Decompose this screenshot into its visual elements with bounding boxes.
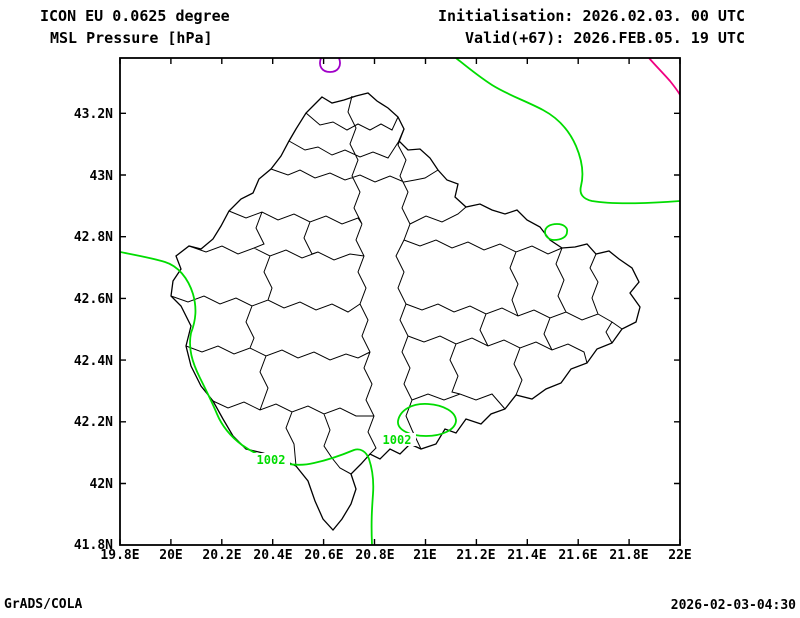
x-axis-label: 21.8E bbox=[609, 548, 648, 563]
x-axis-label: 20.2E bbox=[202, 548, 241, 563]
y-axis-label: 41.8N bbox=[74, 538, 113, 553]
y-axis-label: 43N bbox=[90, 169, 114, 184]
y-axis-label: 42N bbox=[90, 477, 114, 492]
isobar-1002-closed-low bbox=[397, 403, 457, 437]
x-axis-label: 21.4E bbox=[507, 548, 546, 563]
grads-cola-credit: GrADS/COLA bbox=[4, 597, 83, 612]
plot-area: 1002 1002 bbox=[120, 58, 680, 545]
x-axis-label: 22E bbox=[668, 548, 691, 563]
field-title: MSL Pressure [hPa] bbox=[50, 29, 213, 47]
y-axis-label: 42.6N bbox=[74, 292, 113, 307]
initialisation-time: Initialisation: 2026.02.03. 00 UTC bbox=[437, 7, 745, 25]
isobar-contours bbox=[120, 58, 680, 545]
isobar-green-small-closed bbox=[544, 223, 569, 241]
y-axis-label: 42.2N bbox=[74, 415, 113, 430]
contour-magenta-topright bbox=[648, 58, 680, 96]
isobar-labels: 1002 1002 bbox=[252, 433, 416, 467]
x-axis-label: 19.8E bbox=[100, 548, 139, 563]
district-borders bbox=[170, 95, 623, 475]
axis-ticks bbox=[119, 58, 681, 545]
creation-timestamp: 2026-02-03-04:30 bbox=[670, 598, 796, 613]
x-axis-label: 20.6E bbox=[304, 548, 343, 563]
y-axis-label: 42.4N bbox=[74, 354, 113, 369]
model-title: ICON EU 0.0625 degree bbox=[40, 7, 230, 25]
x-axis-label: 20.4E bbox=[253, 548, 292, 563]
y-axis-label: 43.2N bbox=[74, 107, 113, 122]
isobar-value-label: 1002 bbox=[257, 453, 286, 467]
plot-frame bbox=[119, 57, 681, 546]
isobar-value-label: 1002 bbox=[383, 433, 412, 447]
x-axis-label: 21.2E bbox=[456, 548, 495, 563]
x-axis-label: 20.8E bbox=[355, 548, 394, 563]
x-axis-label: 21.6E bbox=[558, 548, 597, 563]
isobar-1002-southwest bbox=[120, 251, 375, 545]
label-mask bbox=[378, 433, 416, 446]
y-axis-label: 42.8N bbox=[74, 230, 113, 245]
label-mask bbox=[252, 453, 290, 466]
x-axis-label: 20E bbox=[159, 548, 182, 563]
contour-purple-topcenter bbox=[319, 58, 341, 73]
valid-time: Valid(+67): 2026.FEB.05. 19 UTC bbox=[465, 29, 745, 47]
kosovo-map bbox=[170, 92, 641, 531]
isobar-green-northeast bbox=[455, 58, 680, 205]
x-axis-label: 21E bbox=[413, 548, 436, 563]
